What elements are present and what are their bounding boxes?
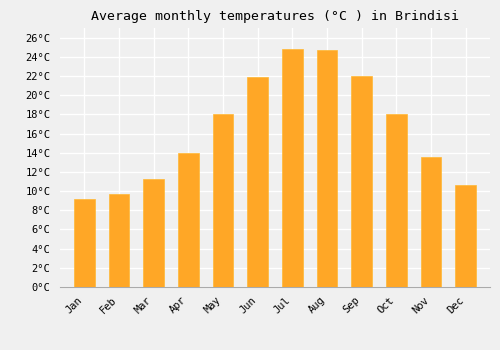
Bar [282, 49, 302, 287]
Bar [74, 199, 94, 287]
Bar [248, 77, 268, 287]
Bar [456, 185, 476, 287]
Bar [386, 114, 407, 287]
Bar [420, 156, 442, 287]
Bar [316, 50, 338, 287]
Bar [108, 194, 130, 287]
Bar [212, 114, 234, 287]
Title: Average monthly temperatures (°C ) in Brindisi: Average monthly temperatures (°C ) in Br… [91, 10, 459, 23]
Bar [352, 76, 372, 287]
Bar [143, 178, 164, 287]
Bar [178, 153, 199, 287]
